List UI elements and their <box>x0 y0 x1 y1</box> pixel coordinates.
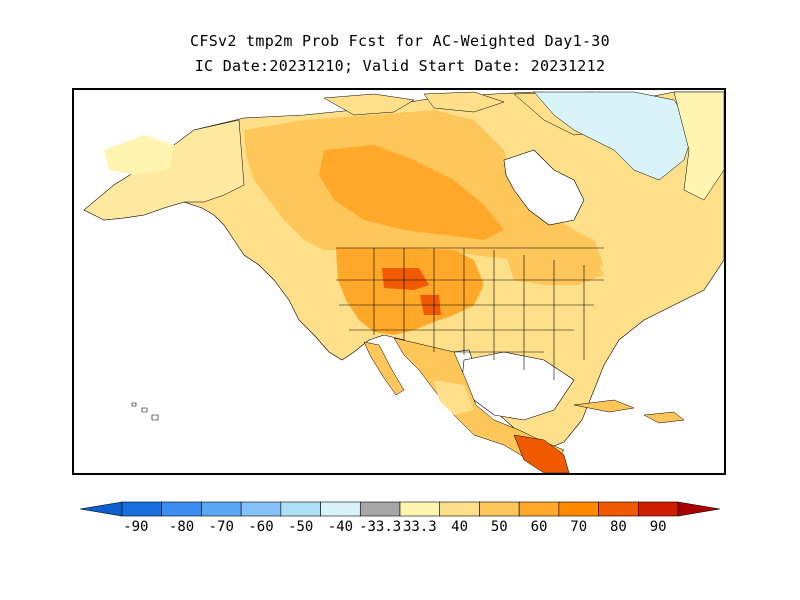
legend-swatch <box>359 501 401 517</box>
state-boundaries <box>336 247 604 380</box>
legend-label: -50 <box>288 519 313 535</box>
legend-label: 33.3 <box>403 519 437 535</box>
baja-california <box>363 341 405 396</box>
hawaii-islands <box>131 402 159 421</box>
legend-label: -90 <box>123 519 148 535</box>
legend-swatch <box>399 501 441 517</box>
legend-swatch <box>161 501 202 517</box>
hudson-bay <box>503 149 585 226</box>
legend-label: -33.3 <box>359 519 401 535</box>
legend-label: 70 <box>570 519 587 535</box>
greenland-pale-yellow <box>673 91 724 201</box>
eastern-us-region <box>479 262 624 380</box>
legend-swatch <box>280 501 321 517</box>
legend-label: 50 <box>491 519 508 535</box>
legend-swatch <box>637 501 679 517</box>
legend-swatch <box>240 501 282 517</box>
legend-label: 40 <box>451 519 468 535</box>
caribbean-islands <box>573 399 685 424</box>
chart-subtitle: IC Date:20231210; Valid Start Date: 2023… <box>194 57 606 75</box>
legend-swatch <box>201 501 242 517</box>
central-america-hot-region <box>513 434 570 473</box>
legend-swatch <box>320 501 361 517</box>
legend-swatch <box>439 501 480 517</box>
legend-label: 80 <box>610 519 627 535</box>
alaska-pale-area <box>104 135 174 175</box>
legend-label: 60 <box>531 519 548 535</box>
greenland-cool-region <box>533 91 695 181</box>
legend-label: -60 <box>248 519 273 535</box>
western-us-warm-region <box>336 248 484 335</box>
legend-swatch <box>479 501 520 517</box>
legend-label: -40 <box>328 519 353 535</box>
forecast-map <box>72 88 726 475</box>
legend-swatch <box>558 501 599 517</box>
legend-left-arrow <box>79 501 123 517</box>
legend-label: 90 <box>650 519 667 535</box>
chart-title: CFSv2 tmp2m Prob Fcst for AC-Weighted Da… <box>190 32 610 50</box>
legend-label: -70 <box>209 519 234 535</box>
canada-hot-core <box>319 145 504 240</box>
legend-swatch <box>598 501 639 517</box>
mexico-pale-area <box>434 380 474 415</box>
legend-right-arrow <box>677 501 721 517</box>
legend-label: -80 <box>169 519 194 535</box>
legend-swatch <box>518 501 560 517</box>
map-canvas <box>74 90 724 473</box>
legend-swatch <box>121 501 163 517</box>
rockies-hot-spot-1 <box>382 268 429 290</box>
